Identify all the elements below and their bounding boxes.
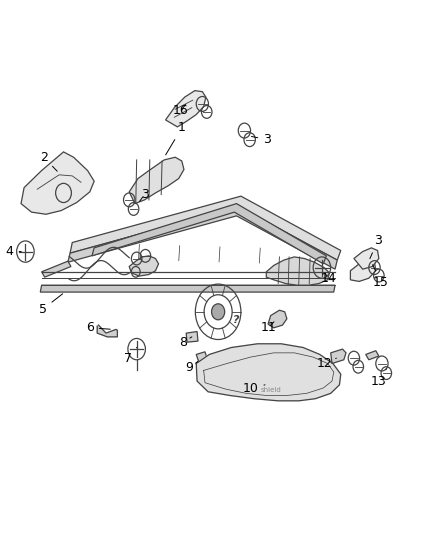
Polygon shape [68,207,337,269]
Circle shape [212,304,225,320]
Text: 6: 6 [86,321,110,334]
Polygon shape [266,257,329,285]
Polygon shape [129,256,159,276]
Polygon shape [70,196,341,260]
Text: 11: 11 [260,321,276,334]
Polygon shape [186,332,198,342]
Polygon shape [331,349,346,364]
Polygon shape [21,152,94,214]
Text: 16: 16 [173,104,188,117]
Polygon shape [97,325,117,337]
Text: 2: 2 [40,151,57,171]
Text: 9: 9 [185,361,198,374]
Polygon shape [129,157,184,204]
Text: 4: 4 [6,245,21,258]
Text: 8: 8 [179,336,192,349]
Polygon shape [92,204,326,264]
Text: 15: 15 [373,265,389,289]
Polygon shape [40,285,335,292]
Text: 13: 13 [371,369,387,387]
Text: 3: 3 [370,235,381,259]
Polygon shape [268,310,287,328]
Polygon shape [196,344,341,401]
Text: ?: ? [233,315,239,325]
Text: 7: 7 [124,348,137,365]
Polygon shape [354,248,379,269]
Text: 1: 1 [166,122,186,155]
Text: 3: 3 [140,188,148,201]
Text: 10: 10 [243,382,265,394]
Polygon shape [42,261,71,277]
Text: 14: 14 [321,272,336,285]
Polygon shape [366,351,379,360]
Text: shield: shield [260,387,281,393]
Polygon shape [166,91,206,127]
Text: 12: 12 [317,357,336,370]
Text: 3: 3 [251,133,271,146]
Polygon shape [350,260,376,281]
Polygon shape [196,352,208,364]
Text: 5: 5 [39,294,63,316]
